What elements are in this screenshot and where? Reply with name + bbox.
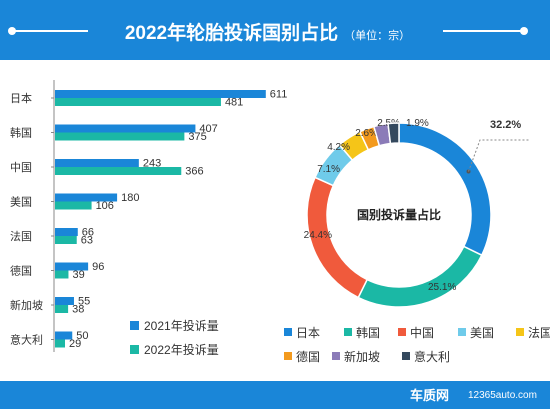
legend-swatch-country — [332, 352, 340, 360]
category-label: 德国 — [10, 264, 32, 278]
legend-swatch-bar-series — [130, 345, 139, 354]
bar-value-label: 96 — [92, 261, 104, 273]
legend-label-country: 韩国 — [356, 325, 380, 340]
category-label: 意大利 — [10, 333, 43, 347]
category-label: 中国 — [10, 161, 32, 174]
bar-value-label: 106 — [96, 200, 114, 212]
chart-title-unit: （单位：宗） — [344, 30, 411, 42]
bar-2022 — [55, 132, 185, 141]
donut-value-label: 32.2% — [490, 119, 521, 131]
bar-value-label: 243 — [143, 158, 161, 170]
legend-swatch-country — [458, 328, 466, 336]
bar-value-label: 50 — [76, 330, 88, 342]
legend-label-country: 意大利 — [414, 349, 450, 364]
legend-swatch-country — [284, 352, 292, 360]
title-rule-left — [12, 30, 88, 32]
legend-swatch-country — [344, 328, 352, 336]
bar-value-label: 481 — [225, 97, 243, 109]
legend-label-bar-series: 2021年投诉量 — [144, 318, 219, 333]
bar-2022 — [55, 339, 66, 348]
watermark-logo: 车质网 — [410, 388, 450, 403]
category-label: 新加坡 — [10, 298, 43, 312]
watermark-site: 12365auto.com — [468, 390, 537, 401]
bar-2022 — [55, 201, 92, 210]
legend-label-country: 日本 — [296, 326, 320, 340]
donut-value-label: 1.9% — [406, 118, 429, 129]
legend-swatch-bar-series — [130, 321, 139, 330]
donut-slice-7 — [387, 122, 400, 145]
legend-swatch-country — [516, 328, 524, 336]
bar-value-label: 29 — [69, 338, 81, 350]
title-rule-right-dot — [520, 27, 528, 35]
category-label: 日本 — [10, 91, 32, 105]
bar-2022 — [55, 167, 182, 175]
bar-2021 — [55, 297, 74, 305]
bar-value-label: 66 — [82, 227, 94, 239]
donut-center-title: 国别投诉量占比 — [357, 207, 441, 222]
bar-2021 — [55, 228, 78, 236]
donut-highlight-leader — [468, 139, 530, 172]
donut-value-label: 2.6% — [355, 128, 378, 139]
legend-label-bar-series: 2022年投诉量 — [144, 342, 219, 357]
bar-value-label: 375 — [188, 131, 206, 143]
bar-2021 — [55, 90, 266, 98]
footer-bar — [0, 381, 550, 409]
legend-label-country: 新加坡 — [344, 349, 380, 364]
bar-value-label: 366 — [185, 166, 203, 178]
donut-value-label: 7.1% — [317, 164, 340, 175]
chart-title-text: 2022年轮胎投诉国别占比 — [124, 23, 339, 44]
legend-swatch-country — [402, 352, 410, 360]
legend-swatch-country — [398, 328, 406, 336]
bar-2022 — [55, 270, 69, 279]
bar-2022 — [55, 236, 77, 244]
category-label: 韩国 — [10, 126, 32, 140]
legend-swatch-country — [284, 328, 292, 336]
category-label: 法国 — [10, 229, 32, 243]
bar-2021 — [55, 193, 118, 202]
category-label: 美国 — [10, 196, 32, 209]
legend-label-country: 德国 — [296, 349, 320, 364]
bar-2021 — [55, 159, 139, 167]
bar-2021 — [55, 331, 73, 340]
bar-value-label: 407 — [199, 123, 217, 135]
donut-value-label: 25.1% — [428, 282, 456, 293]
bar-2021 — [55, 124, 196, 133]
donut-value-label: 24.4% — [304, 230, 332, 241]
bar-value-label: 63 — [81, 235, 93, 247]
donut-value-label: 4.2% — [327, 142, 350, 153]
donut-slice-1 — [357, 245, 483, 308]
bar-value-label: 55 — [78, 296, 90, 308]
bar-value-label: 611 — [270, 89, 288, 101]
donut-slice-0 — [398, 122, 492, 257]
title-rule-right — [443, 30, 523, 32]
legend-label-country: 美国 — [470, 326, 494, 340]
legend-label-country: 法国 — [528, 326, 550, 340]
bar-2022 — [55, 98, 221, 106]
title-rule-left-dot — [8, 27, 16, 35]
chart-title: 2022年轮胎投诉国别占比 （单位：宗） — [95, 18, 440, 46]
bar-value-label: 38 — [72, 304, 84, 316]
bar-2021 — [55, 262, 89, 271]
legend-label-country: 中国 — [410, 325, 434, 340]
bar-2022 — [55, 305, 69, 313]
bar-value-label: 39 — [72, 269, 84, 281]
bar-value-label: 180 — [121, 192, 139, 204]
